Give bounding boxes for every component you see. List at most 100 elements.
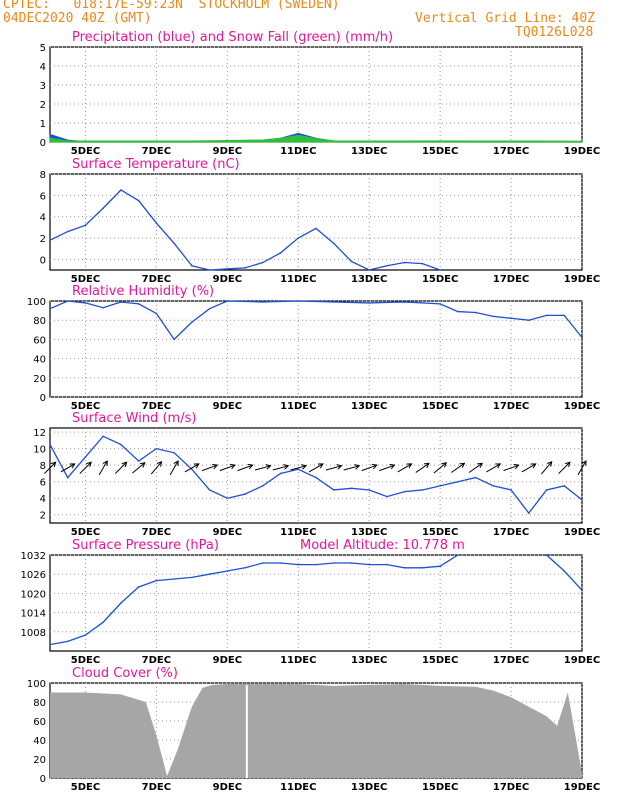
data-point [315,563,317,566]
data-point [191,321,193,323]
series-line [49,435,583,515]
x-tick-label: 7DEC [142,655,171,666]
wind-arrow [397,463,412,473]
header-station: CPTEC: 018:17E-59:23N STOCKHOLM (SWEDEN) [3,0,340,12]
y-tick-label: 6 [40,478,46,489]
wind-arrow [433,462,447,474]
x-tick-label: 19DEC [564,274,600,285]
panel-frame [49,173,583,271]
data-point [332,301,335,303]
wind-arrow [60,463,75,473]
data-point [457,310,459,313]
data-point [191,468,193,471]
wind-arrow [132,462,146,474]
y-tick-label: 1014 [21,609,46,620]
wind-arrow-head [423,462,430,469]
data-point [208,307,211,310]
wind-arrow-head [459,462,466,469]
wind-arrow-head [69,463,76,469]
panel-title: Surface Wind (m/s) [72,411,196,426]
y-tick-label: 100 [27,297,46,308]
wind-arrow-head [513,463,520,470]
data-point [439,565,441,567]
data-point [421,262,424,265]
data-point [457,480,459,483]
x-tick-label: 5DEC [71,146,100,157]
wind-arrow [503,464,519,472]
y-tick-label: 80 [33,698,46,709]
x-tick-label: 9DEC [213,401,242,412]
panel-title: Surface Temperature (nC) [72,157,240,172]
x-tick-label: 5DEC [71,655,100,666]
x-tick-label: 13DEC [351,146,387,157]
data-point [332,489,335,491]
data-point [368,302,371,304]
data-point [226,300,229,302]
wind-arrow [114,461,127,474]
data-point [49,643,51,646]
data-point [474,311,477,314]
data-point [173,338,175,341]
wind-arrow-head [441,462,448,468]
x-tick-label: 9DEC [213,527,242,538]
wind-arrow [379,464,395,472]
x-tick-label: 15DEC [422,782,458,793]
y-tick-label: 2 [40,511,46,522]
data-point [49,307,51,310]
data-point [279,472,282,475]
data-point [315,227,317,230]
data-point [403,301,406,303]
header-date: 04DEC2020 40Z (GMT) [3,11,152,26]
wind-arrow-head [477,462,484,469]
wind-arrow-head [371,463,378,470]
data-point [173,242,175,245]
wind-arrow-head [389,463,396,470]
x-tick-label: 13DEC [351,655,387,666]
data-point [386,563,388,566]
header-run-id: TQ0126L028 [515,25,594,40]
data-point [191,264,193,267]
y-tick-label: 4 [40,494,46,505]
x-tick-label: 15DEC [422,146,458,157]
x-tick-label: 11DEC [280,527,316,538]
x-tick-label: 7DEC [142,146,171,157]
x-tick-label: 7DEC [142,782,171,793]
data-point [262,485,264,487]
data-point [279,562,282,564]
x-tick-label: 9DEC [213,146,242,157]
data-point [368,489,371,491]
x-tick-label: 11DEC [280,401,316,412]
data-point [368,269,371,271]
data-point [84,302,87,304]
data-point [244,267,246,269]
series-line [49,554,583,646]
data-point [386,495,388,498]
data-point [66,300,69,302]
wind-arrow [521,463,536,473]
y-tick-label: 4 [40,213,46,224]
cloud-cover-area [50,683,582,778]
wind-arrow [451,462,465,473]
data-point [439,485,441,487]
panel-title: Surface Pressure (hPa) [72,538,219,553]
y-tick-label: 60 [33,717,46,728]
data-point [439,269,441,271]
wind-arrow-head [581,460,587,466]
x-tick-label: 9DEC [213,274,242,285]
y-tick-label: 1032 [21,551,46,562]
data-point [173,451,175,454]
wind-arrow [558,461,571,474]
data-point [581,589,583,591]
wind-arrow-head [546,460,553,467]
y-tick-label: 80 [33,316,46,327]
wind-arrow-head [193,463,200,469]
x-tick-label: 5DEC [71,527,100,538]
data-point [120,189,122,191]
x-tick-label: 9DEC [213,782,242,793]
wind-arrow-head [50,461,57,468]
x-tick-label: 11DEC [280,274,316,285]
data-point [84,634,87,636]
data-point [102,435,104,438]
data-point [191,576,193,579]
